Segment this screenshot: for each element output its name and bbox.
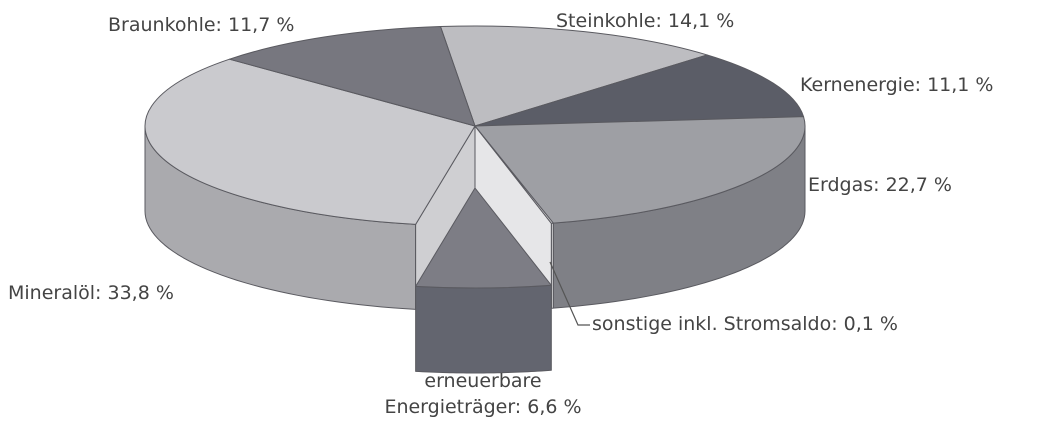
slice xyxy=(440,25,708,127)
slice xyxy=(474,116,806,224)
slice xyxy=(228,26,476,127)
slice xyxy=(144,58,476,225)
slice-label: Erdgas: 22,7 % xyxy=(808,174,952,196)
slice xyxy=(474,125,554,224)
slice-label: sonstige inkl. Stromsaldo: 0,1 % xyxy=(592,313,898,335)
slice xyxy=(474,54,805,127)
slice xyxy=(415,187,552,289)
slice-label: Mineralöl: 33,8 % xyxy=(8,282,174,304)
slice-label: Braunkohle: 11,7 % xyxy=(108,14,295,36)
slice-side xyxy=(415,284,552,374)
slice-label: Steinkohle: 14,1 % xyxy=(556,10,735,32)
slice-label: erneuerbare Energieträger: 6,6 % xyxy=(384,370,582,418)
slice-label: Kernenergie: 11,1 % xyxy=(800,74,994,96)
leader-line xyxy=(549,261,590,326)
